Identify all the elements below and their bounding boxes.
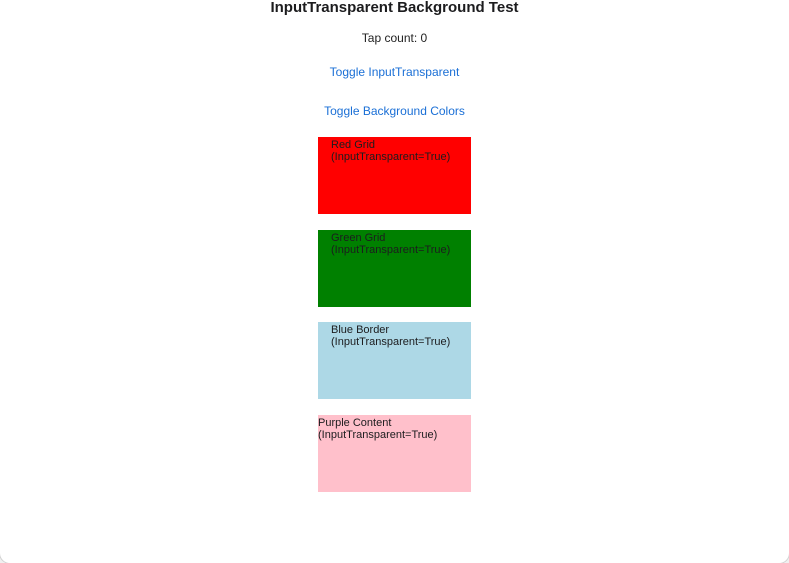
red-grid-subtitle: (InputTransparent=True) (331, 151, 451, 163)
purple-content-subtitle: (InputTransparent=True) (318, 429, 438, 441)
page-title: InputTransparent Background Test (270, 0, 519, 16)
blue-border-subtitle: (InputTransparent=True) (331, 336, 451, 348)
purple-content-label: Purple Content (318, 417, 392, 429)
red-grid[interactable]: Red Grid (InputTransparent=True) (318, 137, 471, 214)
purple-content[interactable]: Purple Content (InputTransparent=True) (318, 415, 471, 492)
green-grid-subtitle: (InputTransparent=True) (331, 244, 451, 256)
toggle-background-colors-button[interactable]: Toggle Background Colors (0, 104, 789, 118)
green-grid[interactable]: Green Grid (InputTransparent=True) (318, 230, 471, 307)
toggle-input-transparent-button[interactable]: Toggle InputTransparent (0, 65, 789, 79)
red-grid-label: Red Grid (331, 139, 376, 151)
green-grid-label: Green Grid (331, 232, 386, 244)
tap-count-label: Tap count: 0 (361, 31, 428, 45)
blue-border[interactable]: Blue Border (InputTransparent=True) (318, 322, 471, 399)
blue-border-label: Blue Border (331, 324, 390, 336)
